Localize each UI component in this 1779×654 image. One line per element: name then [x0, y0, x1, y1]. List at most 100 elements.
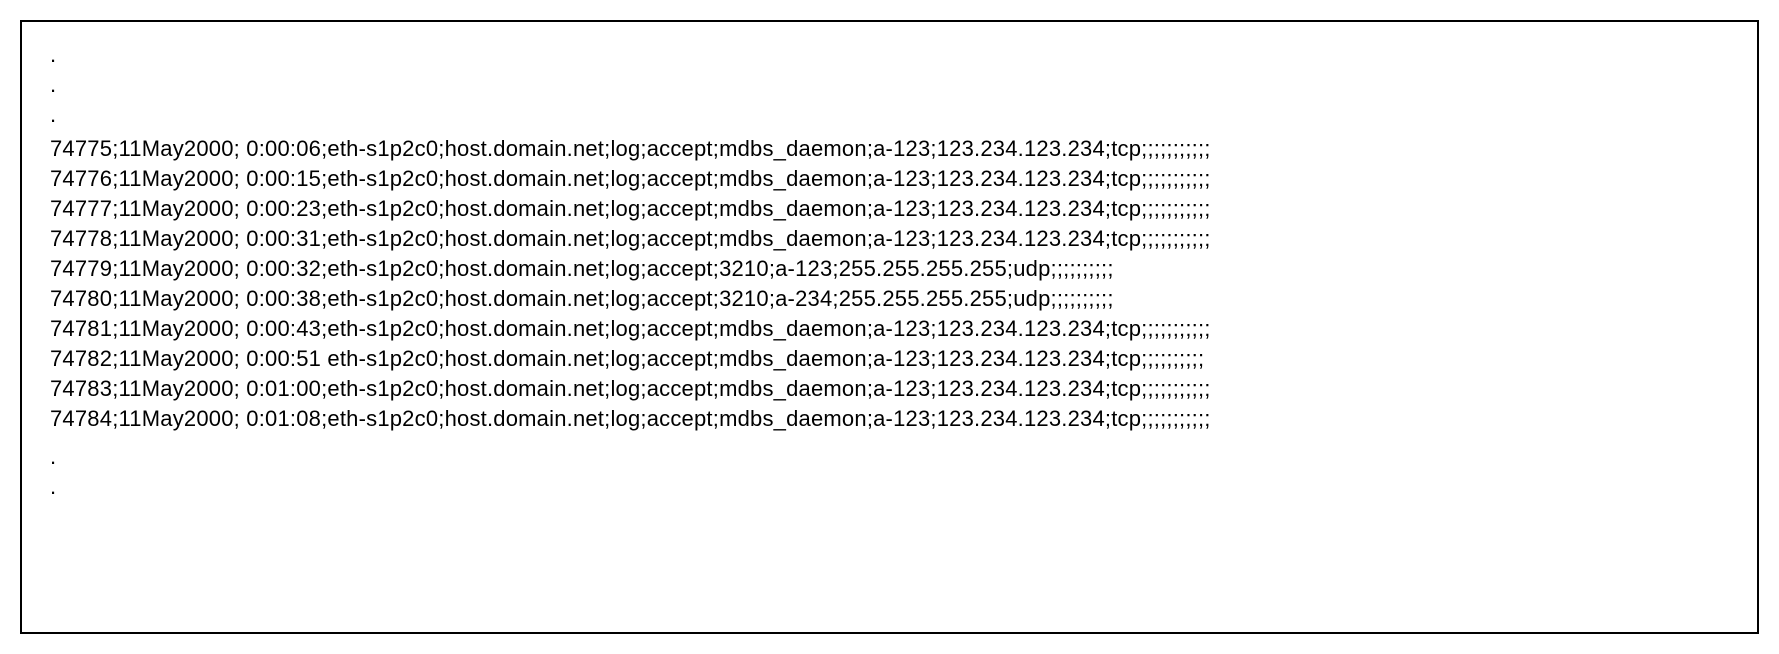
log-action: accept	[647, 196, 713, 221]
log-host: host.domain.net	[445, 136, 605, 161]
log-trailing: ;;;;;;;;;;;	[1141, 136, 1210, 161]
ellipsis-top-2: .	[50, 70, 1729, 100]
log-output-box: . . . 74775;11May2000; 0:00:06;eth-s1p2c…	[20, 20, 1759, 634]
log-trailing: ;;;;;;;;;;;	[1141, 376, 1210, 401]
log-id: 74778	[50, 226, 112, 251]
log-proto: tcp	[1111, 196, 1141, 221]
log-proto: tcp	[1111, 136, 1141, 161]
log-trailing: ;;;;;;;;;;;	[1141, 196, 1210, 221]
log-source: a-123	[873, 406, 930, 431]
log-type: log	[610, 256, 640, 281]
log-type: log	[610, 226, 640, 251]
log-type: log	[610, 376, 640, 401]
log-id: 74782	[50, 346, 112, 371]
log-source: a-123	[873, 346, 930, 371]
log-entry: 74779;11May2000; 0:00:32;eth-s1p2c0;host…	[50, 254, 1729, 284]
log-action: accept	[647, 166, 713, 191]
log-date: 11May2000	[119, 406, 234, 431]
log-id: 74784	[50, 406, 112, 431]
log-date: 11May2000	[119, 166, 234, 191]
log-proto: tcp	[1111, 406, 1141, 431]
log-trailing: ;;;;;;;;;;;	[1141, 226, 1210, 251]
log-host: host.domain.net	[445, 226, 605, 251]
log-service: mdbs_daemon	[719, 406, 867, 431]
log-action: accept	[647, 256, 713, 281]
log-service: 3210	[719, 256, 769, 281]
ellipsis-top-3: .	[50, 100, 1729, 130]
log-host: host.domain.net	[445, 286, 605, 311]
log-id: 74777	[50, 196, 112, 221]
log-source: a-123	[873, 226, 930, 251]
log-time: 0:00:06	[246, 136, 321, 161]
log-type: log	[610, 406, 640, 431]
log-date: 11May2000	[119, 286, 234, 311]
log-date: 11May2000	[119, 346, 234, 371]
log-interface: eth-s1p2c0	[327, 196, 438, 221]
log-time: 0:00:38	[246, 286, 321, 311]
log-dest: 123.234.123.234	[937, 316, 1105, 341]
log-time: 0:00:32	[246, 256, 321, 281]
log-service: mdbs_daemon	[719, 376, 867, 401]
log-dest: 123.234.123.234	[937, 406, 1105, 431]
log-type: log	[610, 346, 640, 371]
log-entry: 74775;11May2000; 0:00:06;eth-s1p2c0;host…	[50, 134, 1729, 164]
log-trailing: ;;;;;;;;;;	[1051, 286, 1114, 311]
log-entries-container: 74775;11May2000; 0:00:06;eth-s1p2c0;host…	[50, 134, 1729, 434]
log-trailing: ;;;;;;;;;;;	[1141, 406, 1210, 431]
log-action: accept	[647, 286, 713, 311]
log-entry: 74784;11May2000; 0:01:08;eth-s1p2c0;host…	[50, 404, 1729, 434]
log-date: 11May2000	[119, 316, 234, 341]
log-host: host.domain.net	[445, 196, 605, 221]
log-service: mdbs_daemon	[719, 166, 867, 191]
log-time: 0:00:51	[246, 346, 321, 371]
ellipsis-bottom-2: .	[50, 472, 1729, 502]
log-host: host.domain.net	[445, 376, 605, 401]
log-interface: eth-s1p2c0	[327, 406, 438, 431]
log-dest: 255.255.255.255	[839, 256, 1007, 281]
log-proto: udp	[1013, 286, 1050, 311]
log-dest: 255.255.255.255	[839, 286, 1007, 311]
ellipsis-top-1: .	[50, 40, 1729, 70]
log-dest: 123.234.123.234	[937, 166, 1105, 191]
log-proto: udp	[1013, 256, 1050, 281]
log-time: 0:00:23	[246, 196, 321, 221]
log-interface: eth-s1p2c0	[327, 136, 438, 161]
log-id: 74780	[50, 286, 112, 311]
log-service: mdbs_daemon	[719, 316, 867, 341]
log-host: host.domain.net	[445, 316, 605, 341]
log-dest: 123.234.123.234	[937, 226, 1105, 251]
log-entry: 74777;11May2000; 0:00:23;eth-s1p2c0;host…	[50, 194, 1729, 224]
log-source: a-123	[775, 256, 832, 281]
log-entry: 74782;11May2000; 0:00:51 eth-s1p2c0;host…	[50, 344, 1729, 374]
log-trailing: ;;;;;;;;;;;	[1141, 316, 1210, 341]
log-dest: 123.234.123.234	[937, 136, 1105, 161]
log-entry: 74783;11May2000; 0:01:00;eth-s1p2c0;host…	[50, 374, 1729, 404]
log-dest: 123.234.123.234	[937, 346, 1105, 371]
log-service: 3210	[719, 286, 769, 311]
log-trailing: ;;;;;;;;;;	[1141, 346, 1204, 371]
log-service: mdbs_daemon	[719, 226, 867, 251]
log-action: accept	[647, 346, 713, 371]
log-host: host.domain.net	[445, 346, 605, 371]
log-action: accept	[647, 406, 713, 431]
log-entry: 74780;11May2000; 0:00:38;eth-s1p2c0;host…	[50, 284, 1729, 314]
log-service: mdbs_daemon	[719, 196, 867, 221]
log-action: accept	[647, 136, 713, 161]
log-source: a-123	[873, 166, 930, 191]
log-proto: tcp	[1111, 166, 1141, 191]
log-source: a-234	[775, 286, 832, 311]
log-entry: 74776;11May2000; 0:00:15;eth-s1p2c0;host…	[50, 164, 1729, 194]
log-type: log	[610, 286, 640, 311]
log-date: 11May2000	[119, 226, 234, 251]
log-source: a-123	[873, 316, 930, 341]
log-interface: eth-s1p2c0	[327, 376, 438, 401]
log-dest: 123.234.123.234	[937, 376, 1105, 401]
ellipsis-bottom-1: .	[50, 442, 1729, 472]
log-host: host.domain.net	[445, 256, 605, 281]
log-proto: tcp	[1111, 316, 1141, 341]
log-interface: eth-s1p2c0	[327, 256, 438, 281]
log-interface: eth-s1p2c0	[327, 226, 438, 251]
log-interface: eth-s1p2c0	[327, 346, 438, 371]
log-service: mdbs_daemon	[719, 136, 867, 161]
log-proto: tcp	[1111, 226, 1141, 251]
